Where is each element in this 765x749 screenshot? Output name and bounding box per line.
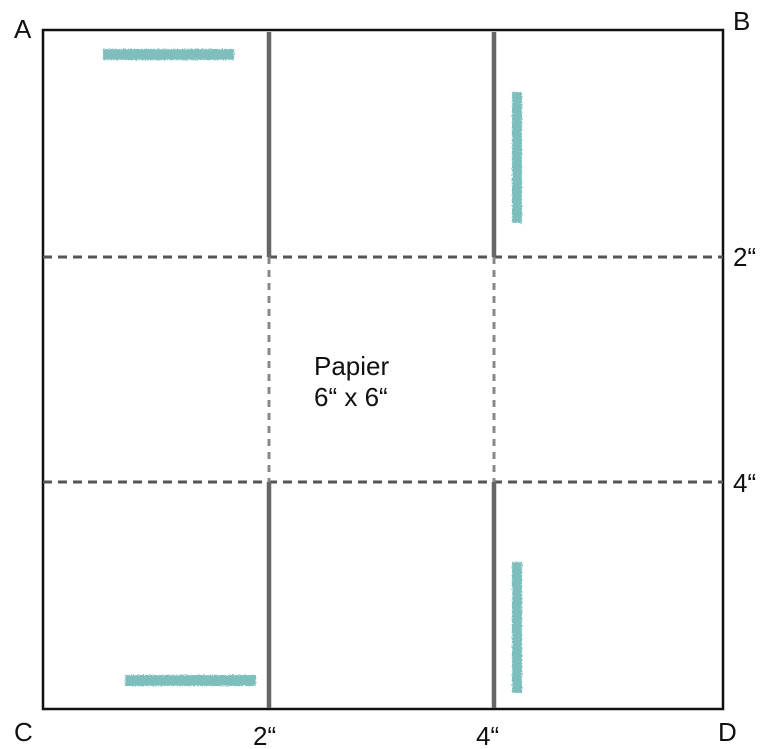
glue-mark-top-left (103, 49, 234, 60)
glue-mark-bottom-left (125, 675, 256, 686)
paper-square-outline (41, 28, 725, 711)
measure-label-right-2: 2“ (733, 242, 756, 272)
glue-mark-bottom-right (512, 562, 522, 693)
corner-label-c: C (14, 717, 33, 747)
paper-name-label: Papier (314, 351, 389, 381)
glue-mark-top-right (512, 92, 522, 223)
measure-label-right-4: 4“ (733, 468, 756, 498)
corner-label-a: A (14, 14, 32, 44)
measure-label-bottom-4: 4“ (476, 721, 499, 749)
paper-size-label: 6“ x 6“ (314, 382, 388, 412)
corner-label-d: D (718, 717, 737, 747)
corner-label-b: B (733, 6, 750, 36)
measure-label-bottom-2: 2“ (253, 721, 276, 749)
